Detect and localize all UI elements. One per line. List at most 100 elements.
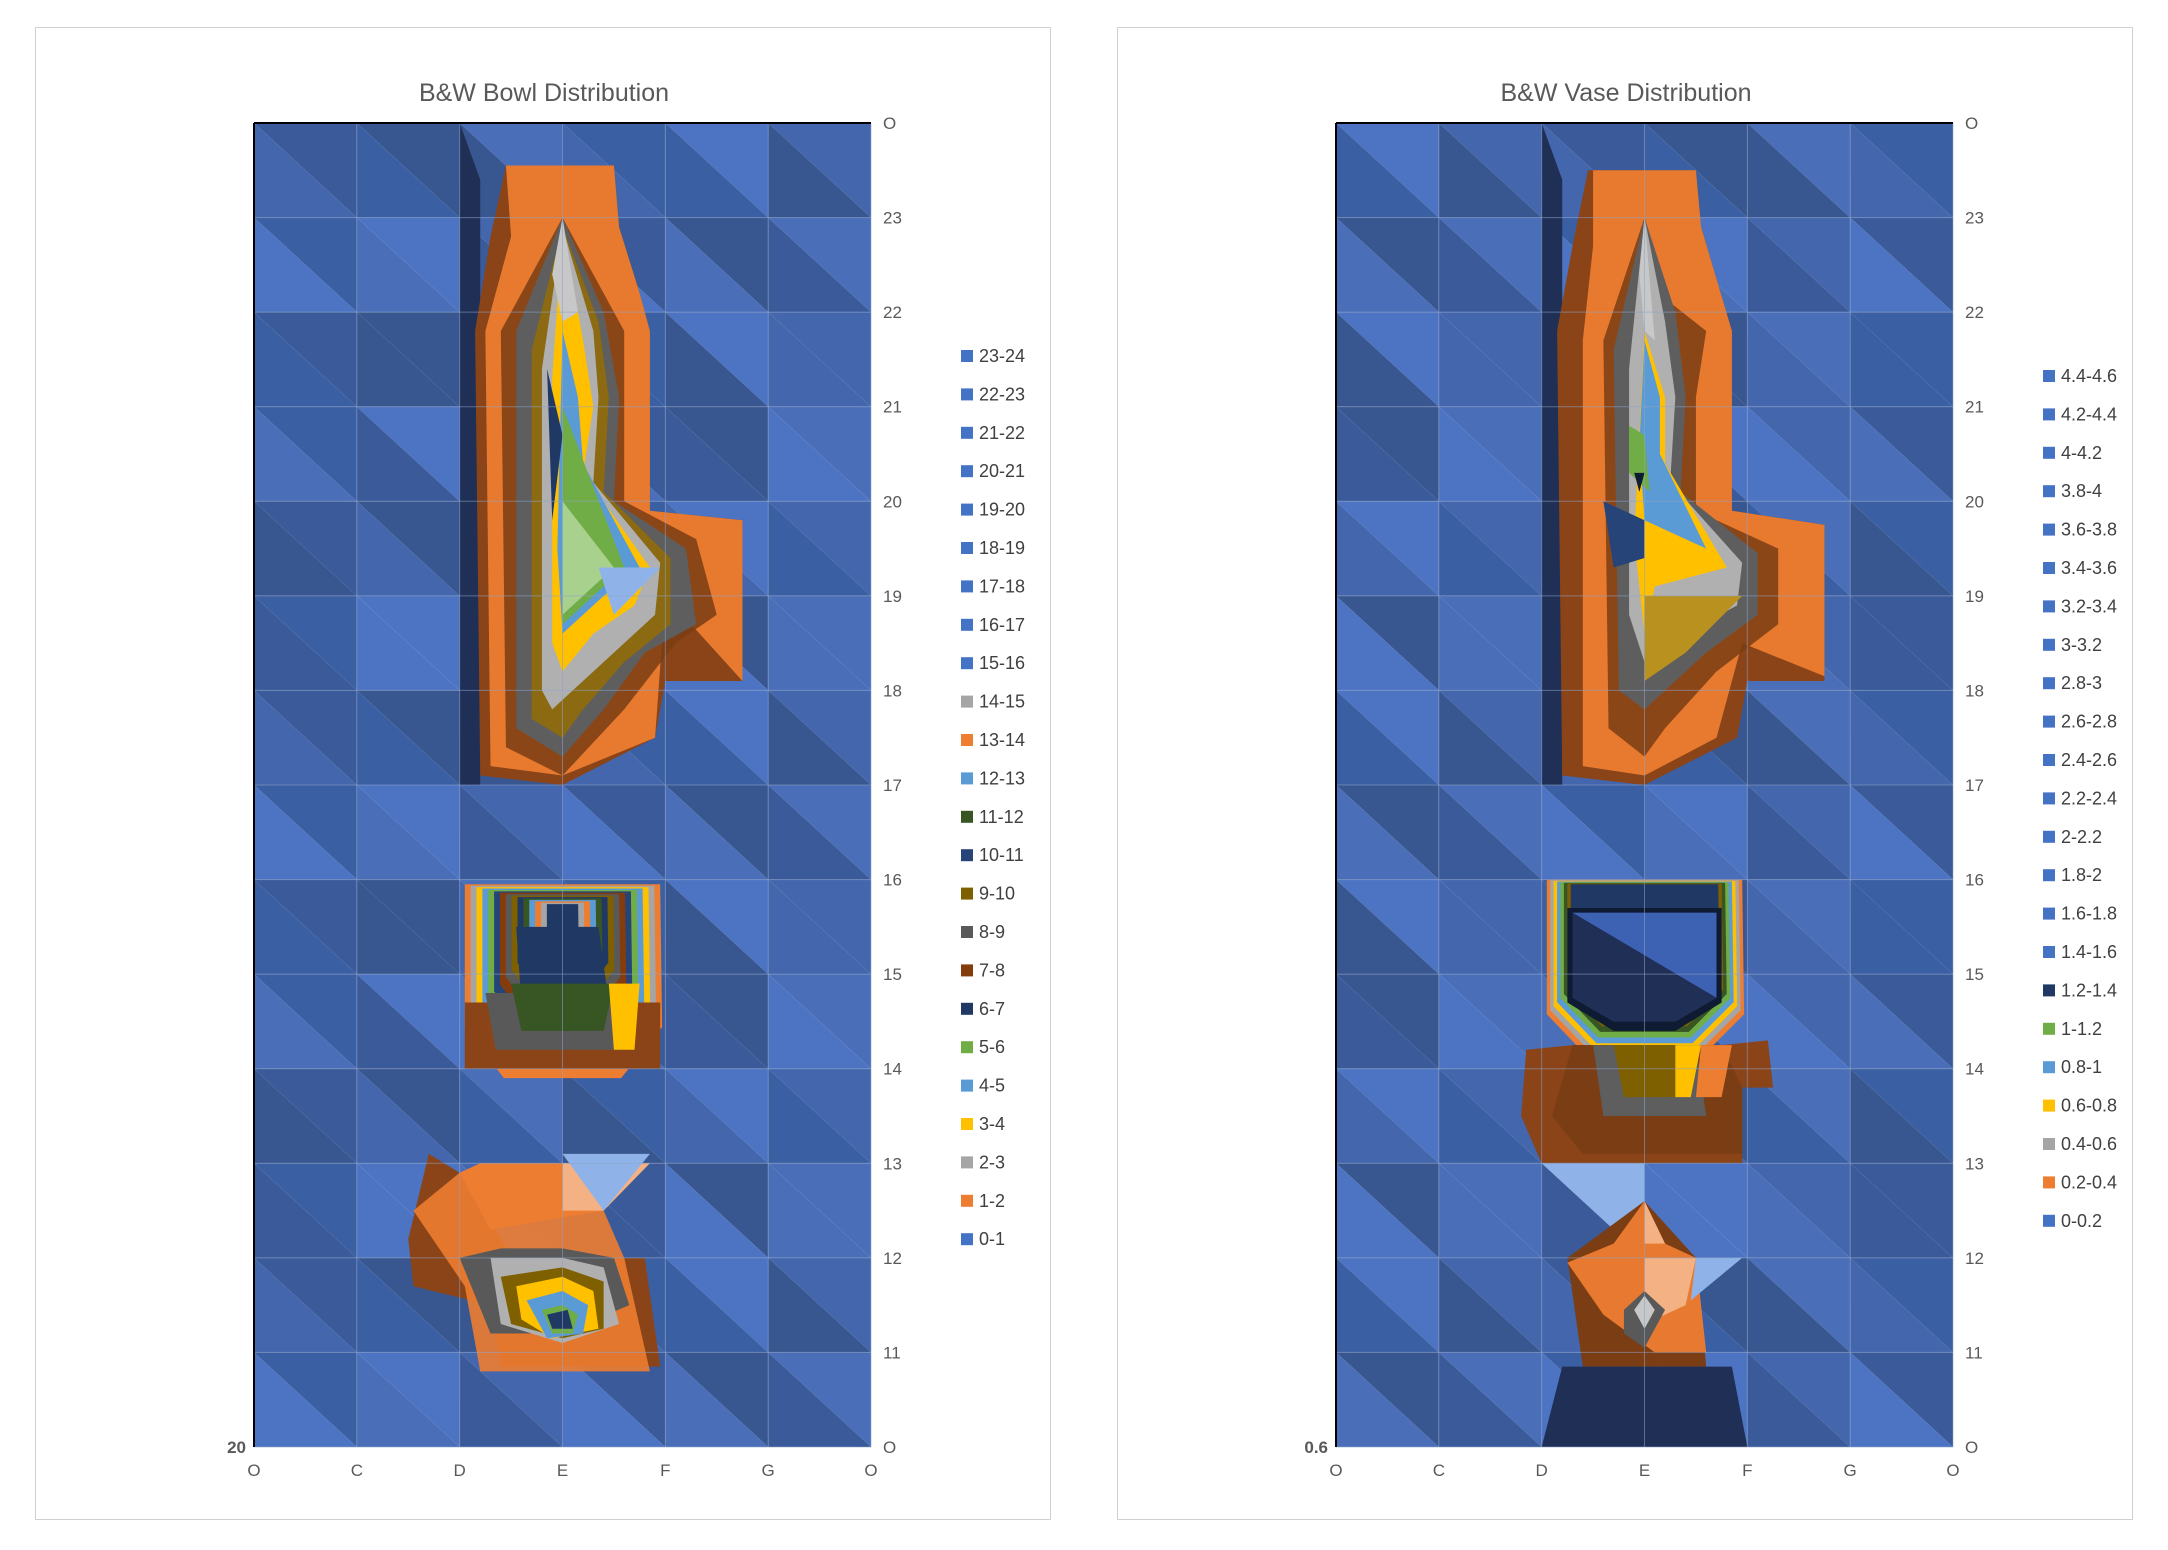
legend-entry: 3-4: [979, 1114, 1005, 1134]
surface-cell: [665, 1352, 769, 1447]
surface-cell: [1747, 123, 1851, 218]
surface-cell: [665, 217, 769, 313]
surface-cell: [768, 1163, 871, 1258]
legend-swatch: [2043, 408, 2055, 421]
legend-entry: 12-13: [979, 768, 1025, 788]
surface-cell: [356, 1352, 460, 1447]
legend-entry: 2.6-2.8: [2061, 712, 2117, 732]
legend-swatch: [2043, 1099, 2055, 1112]
legend-entry: 23-24: [979, 346, 1025, 366]
y-tick-label: 13: [1965, 1154, 1984, 1173]
legend-entry: 2.2-2.4: [2061, 788, 2117, 808]
surface-cell: [1747, 123, 1851, 218]
surface-cell: [1336, 1257, 1439, 1353]
legend-swatch: [961, 350, 973, 362]
surface-cell: [1644, 123, 1748, 218]
contour-band: [1541, 123, 1563, 785]
surface-cell: [1541, 785, 1645, 880]
surface-cell: [1747, 217, 1851, 313]
y-tick-label: 20: [883, 492, 902, 511]
surface-cell: [768, 1352, 871, 1447]
y-tick-label: 22: [1965, 303, 1984, 322]
surface-cell: [1850, 1163, 1953, 1258]
legend-entry: 2.4-2.6: [2061, 750, 2117, 770]
surface-cell: [1747, 690, 1851, 785]
surface-cell: [1747, 879, 1851, 975]
surface-cell: [665, 785, 769, 880]
y-tick-label: 16: [883, 871, 902, 890]
surface-cell: [356, 123, 460, 218]
legend-entry: 0.2-0.4: [2061, 1172, 2117, 1192]
surface-cell: [768, 595, 871, 691]
x-tick-label: F: [660, 1461, 670, 1480]
surface-cell: [665, 974, 769, 1069]
surface-cell: [768, 974, 871, 1069]
surface-cell: [1438, 1163, 1542, 1258]
legend-swatch: [2043, 600, 2055, 613]
surface-cell: [1336, 123, 1439, 218]
legend-swatch: [961, 772, 973, 785]
surface-cell: [1747, 785, 1851, 880]
surface-cell: [1747, 1257, 1851, 1353]
surface-cell: [356, 1352, 460, 1447]
legend-swatch: [2043, 485, 2055, 498]
surface-cell: [768, 123, 871, 218]
legend-swatch: [2043, 907, 2055, 920]
surface-cell: [356, 1257, 460, 1353]
y-tick-label: 17: [883, 776, 902, 795]
surface-cell: [254, 217, 357, 313]
surface-cell: [562, 785, 666, 880]
surface-cell: [1850, 595, 1953, 691]
surface-cell: [768, 1163, 871, 1258]
surface-cell: [254, 690, 357, 785]
legend-entry: 20-21: [979, 461, 1025, 481]
legend-entry: 3.2-3.4: [2061, 596, 2117, 616]
surface-cell: [665, 123, 769, 218]
surface-cell: [768, 501, 871, 596]
legend-swatch: [961, 734, 973, 746]
legend-entry: 1-2: [979, 1191, 1005, 1211]
legend-entry: 2.8-3: [2061, 673, 2102, 693]
x-tick-label: E: [1639, 1461, 1650, 1480]
surface-cell: [768, 1068, 871, 1164]
surface-cell: [356, 217, 460, 313]
surface-cell: [356, 312, 460, 407]
surface-cell: [254, 1068, 357, 1164]
surface-cell: [1438, 1257, 1542, 1353]
y-tick-label: 12: [1965, 1249, 1984, 1268]
surface-cell: [1438, 217, 1542, 313]
surface-cell: [1747, 406, 1851, 502]
legend-entry: 3-3.2: [2061, 635, 2102, 655]
surface-cell: [1541, 1163, 1645, 1258]
y-tick-label: 21: [1965, 398, 1984, 417]
surface-cell: [1438, 406, 1542, 502]
surface-cell: [768, 1257, 871, 1353]
legend-swatch: [2043, 792, 2055, 805]
surface-cell: [1336, 785, 1439, 880]
y-tick-label: 18: [883, 681, 902, 700]
legend-swatch: [2043, 984, 2055, 997]
x-tick-label: G: [1844, 1461, 1857, 1480]
surface-cell: [1438, 312, 1542, 407]
surface-cell: [1336, 785, 1439, 880]
legend-swatch: [961, 618, 973, 631]
legend-swatch: [2043, 869, 2055, 882]
legend-entry: 2-2.2: [2061, 827, 2102, 847]
surface-cell: [1336, 690, 1439, 785]
surface-cell: [356, 785, 460, 880]
surface-cell: [1850, 217, 1953, 313]
legend-swatch: [961, 465, 973, 478]
surface-cell: [254, 406, 357, 502]
surface-cell: [1850, 1068, 1953, 1164]
y-tick-label: O: [883, 114, 896, 133]
legend-entry: 1.2-1.4: [2061, 980, 2117, 1000]
y-tick-label: 15: [1965, 965, 1984, 984]
surface-cell: [665, 217, 769, 313]
surface-cell: [356, 406, 460, 502]
legend-entry: 15-16: [979, 653, 1025, 673]
surface-cell: [1850, 1257, 1953, 1353]
surface-cell: [1747, 312, 1851, 407]
legend-entry: 1.6-1.8: [2061, 904, 2117, 924]
legend-swatch: [961, 426, 973, 439]
legend: 23-24 22-23 21-22 20-21 19-20 18-19 17-18 16-17…: [961, 346, 1025, 1249]
